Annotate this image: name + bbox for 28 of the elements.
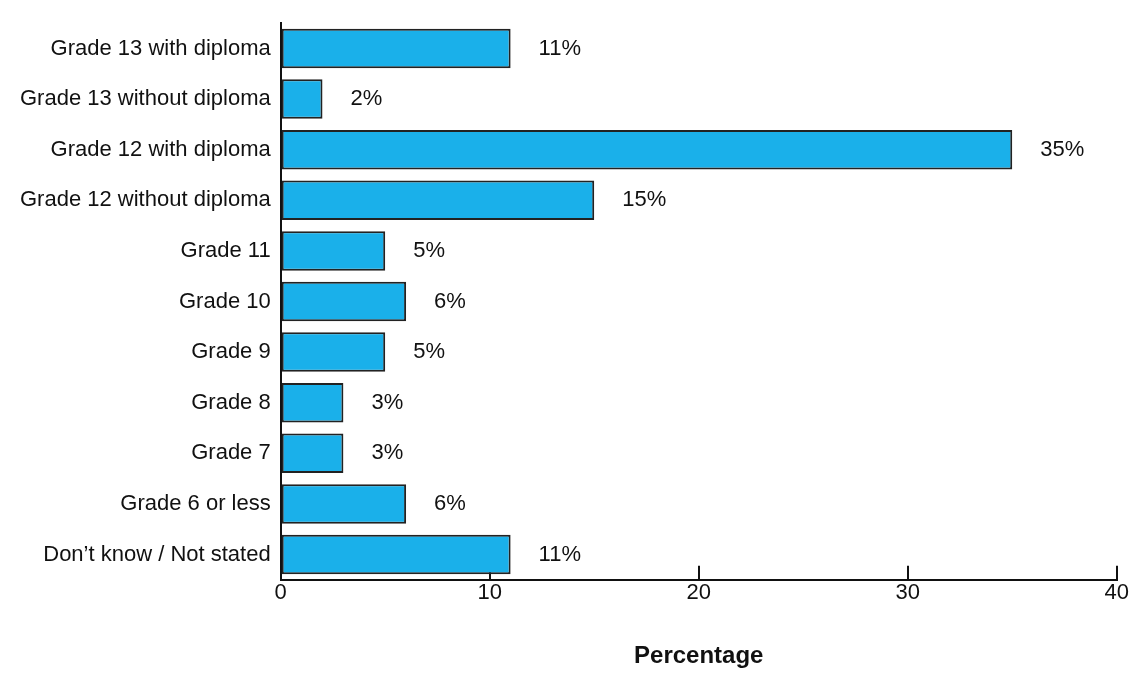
data-label: 11%	[538, 34, 582, 60]
data-label: 5%	[413, 338, 446, 364]
y-tick-label: Don’t know / Not stated	[43, 540, 271, 566]
data-label: 11%	[538, 540, 582, 566]
y-tick-label: Grade 13 with diploma	[50, 34, 272, 60]
x-tick-label: 20	[686, 579, 711, 605]
data-label: 35%	[1040, 135, 1085, 161]
y-tick-label: Grade 7	[191, 439, 271, 465]
x-tick-label: 30	[895, 579, 920, 605]
data-label: 3%	[371, 439, 404, 465]
x-tick-label: 10	[477, 579, 502, 605]
y-tick-label: Grade 6 or less	[120, 489, 271, 515]
y-tick-label: Grade 13 without diploma	[20, 85, 272, 111]
y-tick-label: Grade 11	[180, 236, 271, 262]
x-tick-label: 0	[274, 579, 287, 605]
data-label: 15%	[622, 186, 667, 212]
y-tick-label: Grade 10	[178, 287, 271, 313]
y-tick-label: Grade 9	[191, 338, 271, 364]
data-label: 2%	[350, 85, 383, 111]
data-label: 3%	[371, 388, 404, 414]
x-axis-title: Percentage	[634, 641, 764, 669]
data-label: 6%	[434, 489, 466, 515]
y-tick-label: Grade 8	[191, 388, 271, 414]
data-label: 6%	[434, 287, 466, 313]
data-label: 5%	[413, 236, 446, 262]
y-tick-label: Grade 12 without diploma	[20, 186, 272, 212]
y-tick-label: Grade 12 with diploma	[50, 135, 272, 161]
x-tick-label: 40	[1104, 579, 1130, 605]
